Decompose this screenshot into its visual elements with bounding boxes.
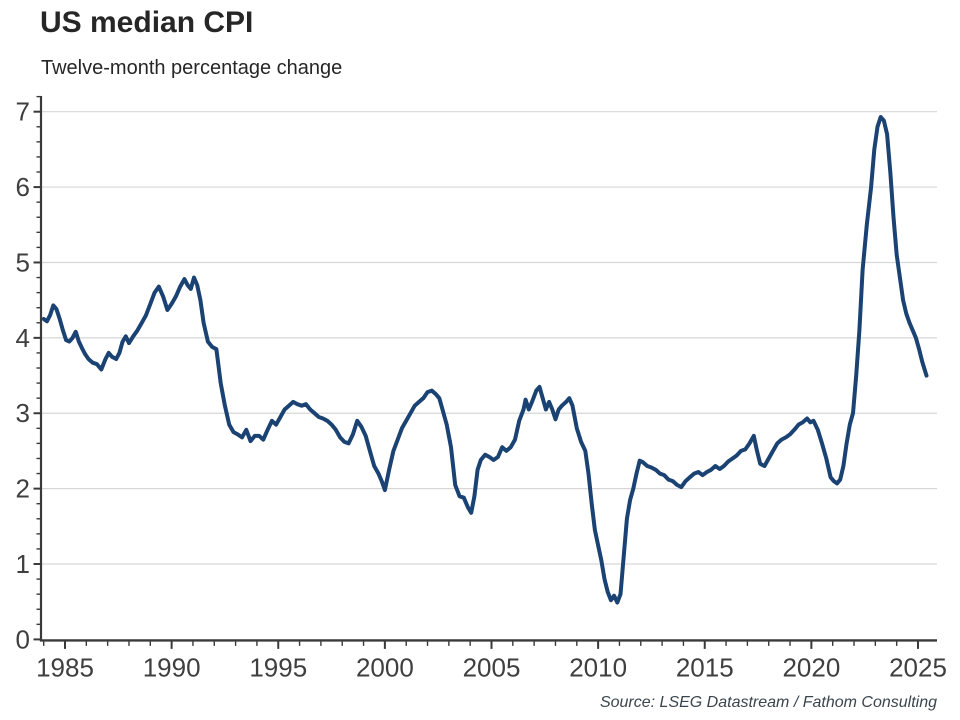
y-tick-label: 0 [16,624,30,654]
x-tick-label: 1995 [249,652,307,682]
y-tick-label: 1 [16,549,30,579]
y-tick-label: 7 [16,97,30,127]
x-tick-label: 2020 [782,652,840,682]
source-note: Source: LSEG Datastream / Fathom Consult… [599,694,937,711]
cpi-line [41,115,929,605]
y-tick-label: 4 [16,323,30,353]
chart-title: US median CPI [40,6,254,39]
y-tick-label: 6 [16,172,30,202]
x-tick-label: 1990 [143,652,201,682]
x-tick-label: 2015 [676,652,734,682]
y-tick-label: 2 [16,474,30,504]
x-tick-label: 2025 [889,652,947,682]
x-tick-label: 1985 [36,652,94,682]
x-tick-label: 2010 [569,652,627,682]
x-tick-label: 2005 [463,652,521,682]
y-tick-label: 5 [16,247,30,277]
x-tick-label: 2000 [356,652,414,682]
y-tick-label: 3 [16,398,30,428]
chart-subtitle: Twelve-month percentage change [41,57,343,79]
